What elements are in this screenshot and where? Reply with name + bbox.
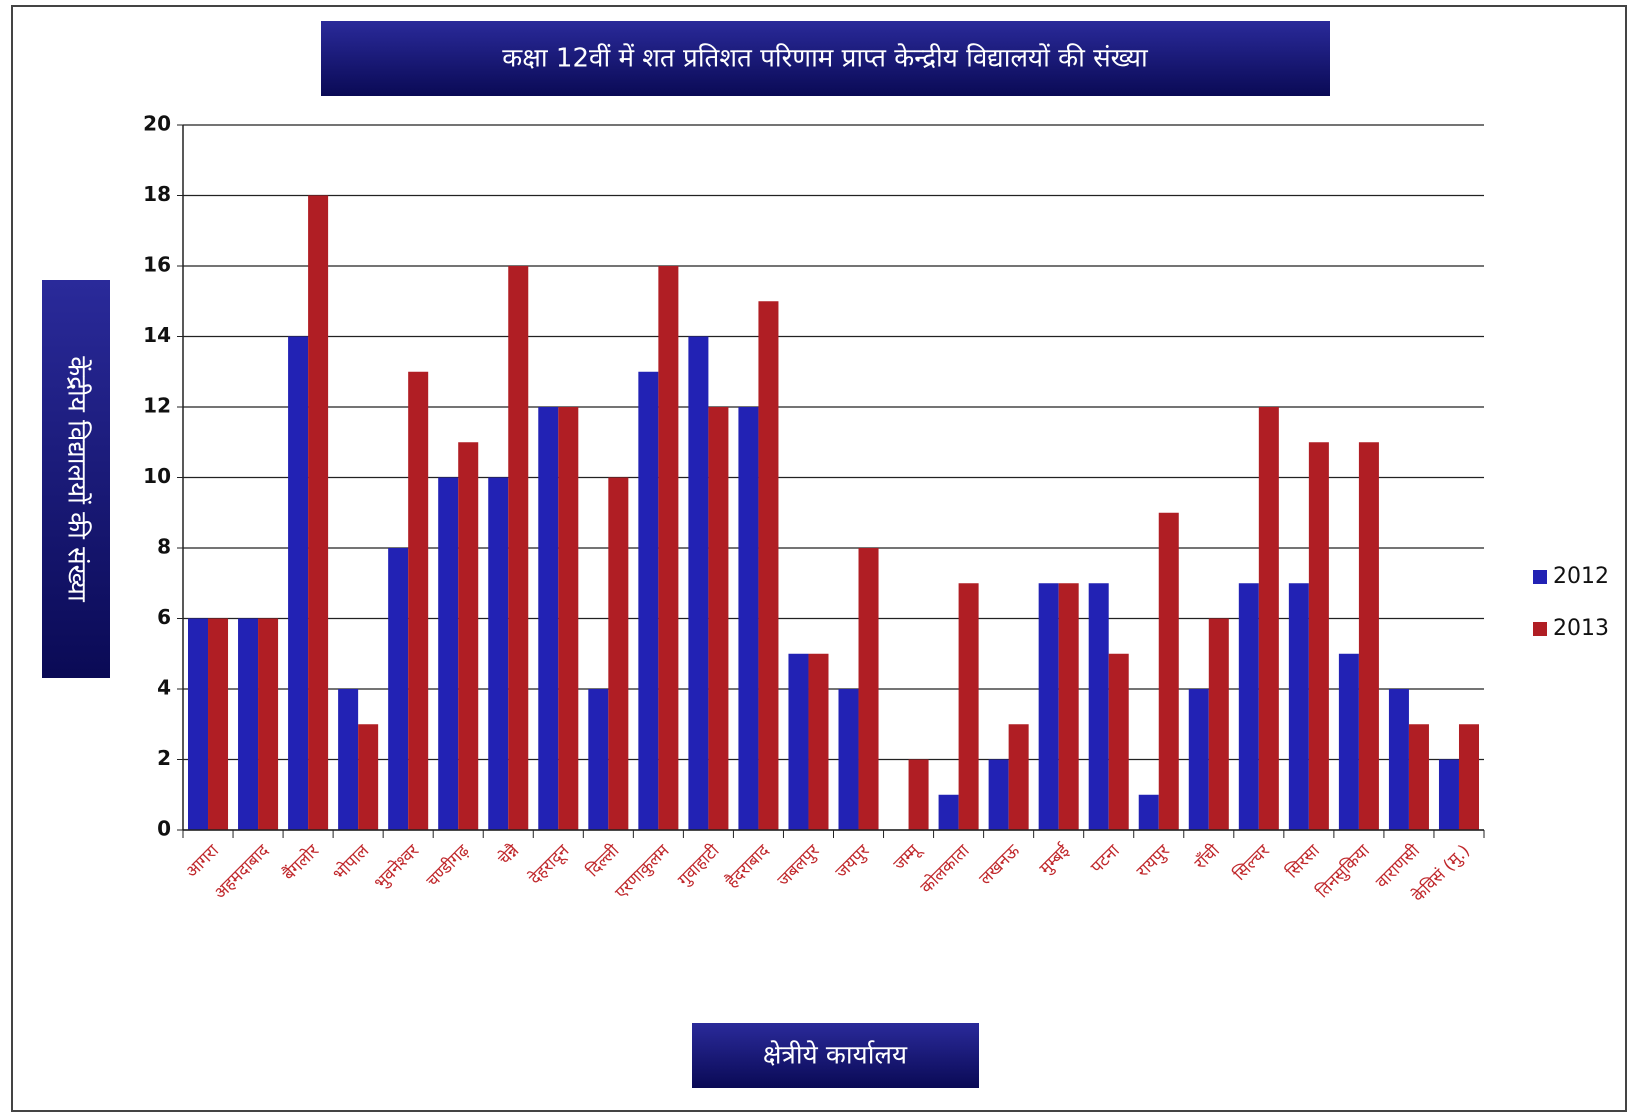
bar [388, 548, 409, 830]
y-axis-label: केंद्रीय विद्यालयों की संख्या [62, 356, 93, 603]
bar [558, 407, 579, 830]
bar [508, 266, 529, 830]
bar [538, 407, 559, 830]
x-tick-label: जयपुर [832, 840, 875, 883]
bar [408, 371, 429, 830]
bar [188, 618, 209, 830]
x-tick-label: सिल्चर [1229, 839, 1274, 884]
legend-swatch [1533, 622, 1547, 636]
x-tick-label: हैदराबाद [722, 840, 775, 893]
bar [1138, 794, 1159, 830]
bar [288, 336, 309, 830]
bar [1408, 724, 1429, 830]
bar [708, 407, 729, 830]
bar [1238, 583, 1259, 830]
y-tick-label: 14 [143, 323, 171, 347]
bar [1188, 689, 1209, 830]
bar [638, 371, 659, 830]
x-tick-label: जम्मू [890, 839, 926, 875]
bar [658, 266, 679, 830]
legend-swatch [1533, 570, 1547, 584]
bar [1158, 512, 1179, 830]
bar [858, 548, 879, 830]
bar [258, 618, 279, 830]
x-tick-label: तिनसुकिया [1312, 840, 1374, 902]
x-tick-label: जबलपुर [774, 840, 825, 891]
y-tick-label: 16 [143, 253, 171, 277]
bar [908, 759, 929, 830]
bar [738, 407, 759, 830]
bar [758, 301, 779, 830]
x-tick-label: रायपुर [1133, 840, 1175, 882]
bar [788, 653, 809, 830]
legend-label: 2012 [1553, 564, 1609, 589]
x-tick-label: देहरादून [525, 840, 574, 889]
bar [838, 689, 859, 830]
bar [208, 618, 229, 830]
bar [458, 442, 479, 830]
x-tick-label: आगरा [182, 841, 224, 883]
x-tick-label: मुम्बई [1035, 839, 1074, 878]
x-tick-label: भोपाल [329, 840, 374, 885]
y-tick-label: 18 [143, 182, 171, 206]
x-tick-label: गुवाहाटी [673, 840, 724, 891]
bar [1288, 583, 1309, 830]
x-tick-label: पटना [1087, 841, 1124, 878]
bar [588, 689, 609, 830]
x-tick-label: बैंगलोर [278, 839, 323, 884]
chart-title: कक्षा 12वीं में शत प्रतिशत परिणाम प्राप्… [502, 43, 1149, 74]
bar [438, 477, 459, 830]
bar [308, 195, 329, 830]
bar [988, 759, 1009, 830]
bar [1058, 583, 1079, 830]
y-label-box [42, 280, 110, 678]
bar [1038, 583, 1059, 830]
x-tick-label: कोलकाता [916, 840, 974, 898]
bar [688, 336, 709, 830]
x-label-box [692, 1023, 979, 1088]
x-tick-label: लखनऊ [975, 840, 1024, 889]
bar [1438, 759, 1459, 830]
x-tick-label: भुवनेश्वर [370, 839, 424, 893]
bar [1208, 618, 1229, 830]
bar [1338, 653, 1359, 830]
x-tick-label: दिल्ली [582, 840, 623, 881]
frame [11, 5, 1627, 1112]
bar [1008, 724, 1029, 830]
y-tick-label: 12 [143, 394, 171, 418]
title-box [321, 21, 1330, 96]
x-tick-label: अहमदाबाद [210, 840, 273, 903]
bar [938, 794, 959, 830]
x-tick-label: सिरसा [1282, 840, 1325, 883]
bar [1308, 442, 1329, 830]
y-tick-label: 4 [157, 676, 171, 700]
bar [1458, 724, 1479, 830]
y-tick-label: 10 [143, 464, 171, 488]
bar [358, 724, 379, 830]
bar [1088, 583, 1109, 830]
x-tick-label: चेन्नै [494, 840, 524, 870]
x-tick-label: राँची [1190, 840, 1224, 874]
bar [958, 583, 979, 830]
y-tick-label: 0 [157, 817, 171, 841]
y-tick-label: 6 [157, 605, 171, 629]
bar [338, 689, 359, 830]
bar [808, 653, 829, 830]
legend-label: 2013 [1553, 616, 1609, 641]
x-axis-label: क्षेत्रीये कार्यालय [763, 1040, 908, 1071]
bar [238, 618, 259, 830]
bar [1388, 689, 1409, 830]
bar [1108, 653, 1129, 830]
y-tick-label: 8 [157, 535, 171, 559]
bar [1358, 442, 1379, 830]
y-tick-label: 2 [157, 746, 171, 770]
bar [1258, 407, 1279, 830]
y-tick-label: 20 [143, 112, 171, 136]
bar [608, 477, 629, 830]
bar [488, 477, 509, 830]
x-tick-label: चण्डीगढ़ [422, 840, 474, 892]
x-tick-label: एरणाकुलम [611, 840, 674, 903]
